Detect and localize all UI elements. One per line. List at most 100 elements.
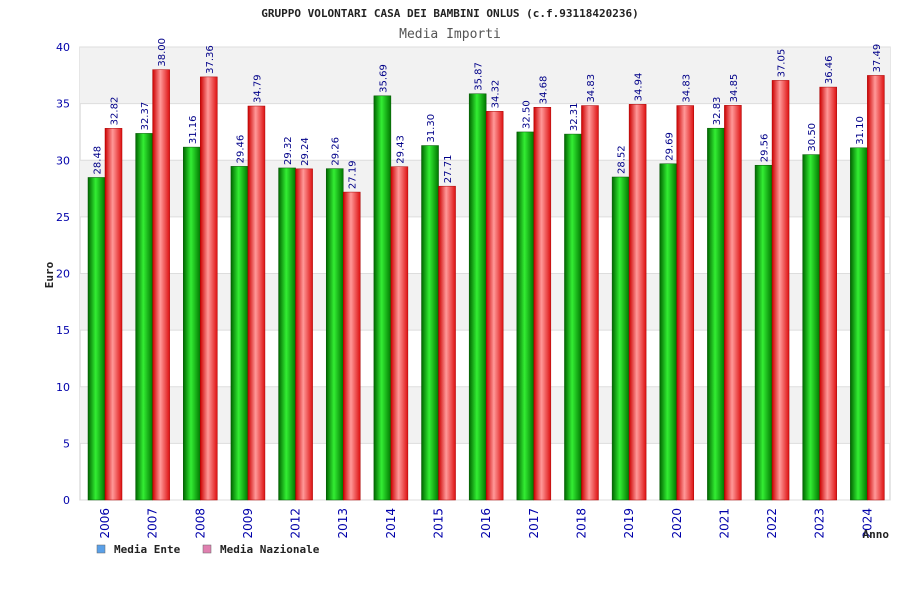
data-label: 36.46 — [824, 55, 835, 84]
y-tick-label: 15 — [56, 324, 70, 337]
bar-media-ente-2007 — [135, 133, 153, 501]
bar-media-ente-2015 — [421, 145, 439, 501]
bar-media-nazionale-2023 — [819, 86, 837, 501]
bar-media-nazionale-2022 — [771, 80, 790, 501]
data-label: 31.16 — [188, 115, 199, 144]
x-tick-label: 2024 — [860, 508, 874, 539]
y-tick-label: 0 — [63, 494, 70, 507]
bar-media-nazionale-2020 — [676, 105, 695, 501]
data-label: 37.49 — [872, 44, 883, 73]
bar-media-ente-2017 — [516, 131, 535, 501]
x-tick-label: 2020 — [670, 508, 684, 539]
data-label: 34.32 — [491, 80, 502, 109]
y-axis-label: Euro — [43, 261, 56, 288]
x-axis-label: Anno — [863, 528, 890, 541]
bar-media-ente-2023 — [802, 154, 820, 501]
legend: Media Ente Media Nazionale — [96, 543, 320, 556]
legend-swatch-media-ente — [96, 544, 106, 554]
x-tick-label: 2022 — [765, 508, 779, 539]
data-label: 29.43 — [395, 135, 406, 164]
y-tick-label: 30 — [56, 154, 70, 167]
x-tick-label: 2021 — [717, 508, 731, 539]
data-label: 35.69 — [378, 64, 389, 93]
y-tick-label: 25 — [56, 211, 70, 224]
data-label: 28.48 — [93, 146, 104, 175]
data-label: 31.10 — [855, 116, 866, 145]
data-label: 29.24 — [300, 137, 311, 166]
data-label: 34.94 — [634, 73, 645, 102]
data-label: 34.79 — [252, 74, 263, 103]
y-tick-label: 5 — [63, 437, 70, 450]
y-tick-label: 10 — [56, 381, 70, 394]
data-label: 34.83 — [586, 74, 597, 103]
bar-media-nazionale-2014 — [390, 166, 409, 501]
bar-media-nazionale-2018 — [581, 105, 599, 501]
x-tick-label: 2009 — [241, 508, 255, 539]
bar-media-nazionale-2021 — [724, 105, 742, 501]
data-label: 29.46 — [235, 135, 246, 164]
bar-media-nazionale-2013 — [342, 191, 361, 501]
bar-media-ente-2006 — [87, 177, 106, 501]
x-tick-label: 2006 — [98, 508, 112, 539]
data-label: 28.52 — [617, 145, 628, 174]
data-label: 35.87 — [474, 62, 485, 91]
x-tick-label: 2018 — [574, 508, 588, 539]
data-label: 32.83 — [712, 97, 723, 126]
x-tick-label: 2017 — [527, 508, 541, 539]
bar-media-nazionale-2016 — [485, 111, 504, 501]
chart-subtitle: Media Importi — [399, 27, 501, 42]
bar-media-ente-2020 — [659, 163, 678, 501]
bar-media-ente-2009 — [230, 166, 249, 501]
bar-media-nazionale-2015 — [438, 185, 456, 501]
bar-media-ente-2022 — [754, 164, 773, 501]
bar-media-nazionale-2008 — [200, 76, 218, 501]
chart-title: GRUPPO VOLONTARI CASA DEI BAMBINI ONLUS … — [261, 7, 639, 20]
data-label: 30.50 — [807, 123, 818, 152]
data-label: 29.26 — [331, 137, 342, 166]
legend-swatch-media-nazionale — [202, 544, 212, 554]
bar-media-ente-2013 — [325, 168, 344, 501]
bar-media-ente-2019 — [611, 176, 630, 501]
data-label: 32.50 — [521, 100, 532, 129]
y-axis-ticks: 0 5 10 15 20 25 30 35 40 — [56, 41, 70, 507]
bar-media-nazionale-2024 — [867, 75, 885, 501]
bar-media-ente-2024 — [850, 147, 868, 501]
data-label: 31.30 — [426, 114, 437, 143]
x-tick-label: 2019 — [622, 508, 636, 539]
data-label: 27.71 — [443, 155, 454, 184]
bars: 28.48 32.82 32.37 38.00 31.16 37.36 29.46 34.79… — [87, 38, 885, 501]
data-label: 27.19 — [348, 160, 359, 189]
y-tick-label: 35 — [56, 98, 70, 111]
data-label: 32.31 — [569, 102, 580, 131]
bar-media-nazionale-2006 — [104, 128, 123, 501]
data-label: 37.05 — [777, 49, 788, 78]
data-label: 38.00 — [157, 38, 168, 67]
legend-label-media-ente: Media Ente — [114, 543, 181, 556]
x-tick-label: 2013 — [336, 508, 350, 539]
bar-media-nazionale-2017 — [533, 106, 552, 501]
data-label: 34.68 — [538, 76, 549, 105]
data-label: 29.56 — [760, 134, 771, 163]
data-label: 32.37 — [140, 102, 151, 131]
data-label: 32.82 — [110, 97, 121, 126]
legend-label-media-nazionale: Media Nazionale — [220, 543, 320, 556]
x-tick-label: 2015 — [432, 508, 446, 539]
bar-media-nazionale-2012 — [295, 168, 313, 501]
data-label: 34.85 — [729, 74, 740, 103]
x-tick-label: 2007 — [146, 508, 160, 539]
x-axis-ticks: 2006 2007 2008 2009 2012 2013 2014 2015 2016 2017… — [98, 508, 874, 539]
bar-media-ente-2014 — [373, 95, 392, 501]
data-label: 29.32 — [283, 136, 294, 165]
bar-media-nazionale-2019 — [628, 104, 647, 501]
y-tick-label: 40 — [56, 41, 70, 54]
data-label: 29.69 — [664, 132, 675, 161]
bar-media-ente-2008 — [183, 146, 201, 501]
bar-media-ente-2021 — [707, 127, 725, 501]
x-tick-label: 2023 — [813, 508, 827, 539]
y-tick-label: 20 — [56, 268, 70, 281]
x-tick-label: 2008 — [193, 508, 207, 539]
x-tick-label: 2016 — [479, 508, 493, 539]
data-label: 37.36 — [205, 45, 216, 74]
x-tick-label: 2012 — [289, 508, 303, 539]
